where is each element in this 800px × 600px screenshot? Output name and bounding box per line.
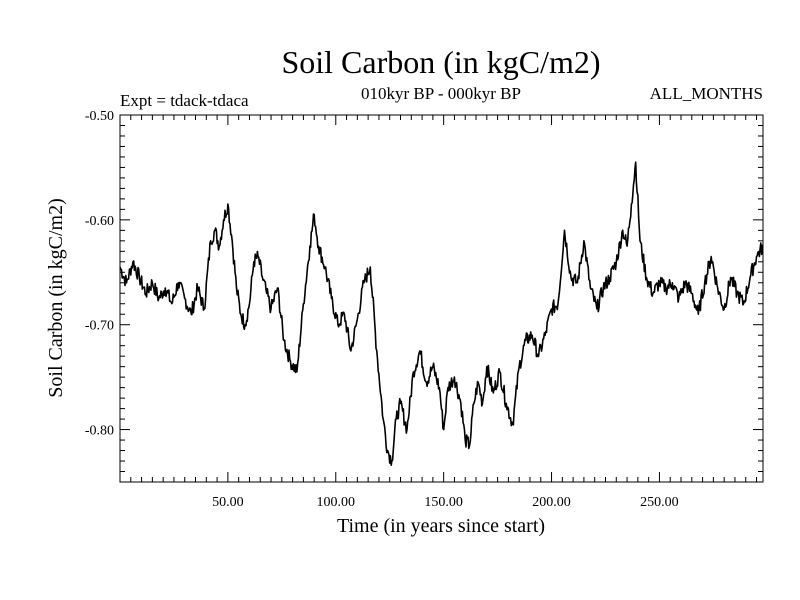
y-tick-label: -0.60 [85, 214, 114, 229]
x-tick-label: 100.00 [317, 495, 356, 510]
experiment-label: Expt = tdack-tdaca [120, 91, 249, 110]
x-tick-label: 200.00 [532, 495, 571, 510]
y-axis-label: Soil Carbon (in kgC/m2) [45, 198, 67, 397]
series-line-soil-carbon [119, 161, 764, 466]
period-label: 010kyr BP - 000kyr BP [361, 84, 521, 103]
plot-frame [119, 114, 764, 483]
x-tick-label: 50.00 [212, 495, 244, 510]
chart-title: Soil Carbon (in kgC/m2) [281, 44, 600, 80]
axis-tick-labels: 50.00 100.00 150.00 200.00 250.00 -0.50 -0.60 -… [85, 109, 679, 510]
axis-ticks [120, 115, 763, 482]
months-label: ALL_MONTHS [650, 84, 763, 103]
x-tick-label: 150.00 [424, 495, 463, 510]
x-axis-label: Time (in years since start) [337, 515, 545, 537]
y-tick-label: -0.70 [85, 319, 114, 334]
y-tick-label: -0.80 [85, 424, 114, 439]
x-tick-label: 250.00 [640, 495, 679, 510]
y-tick-label: -0.50 [85, 109, 114, 124]
